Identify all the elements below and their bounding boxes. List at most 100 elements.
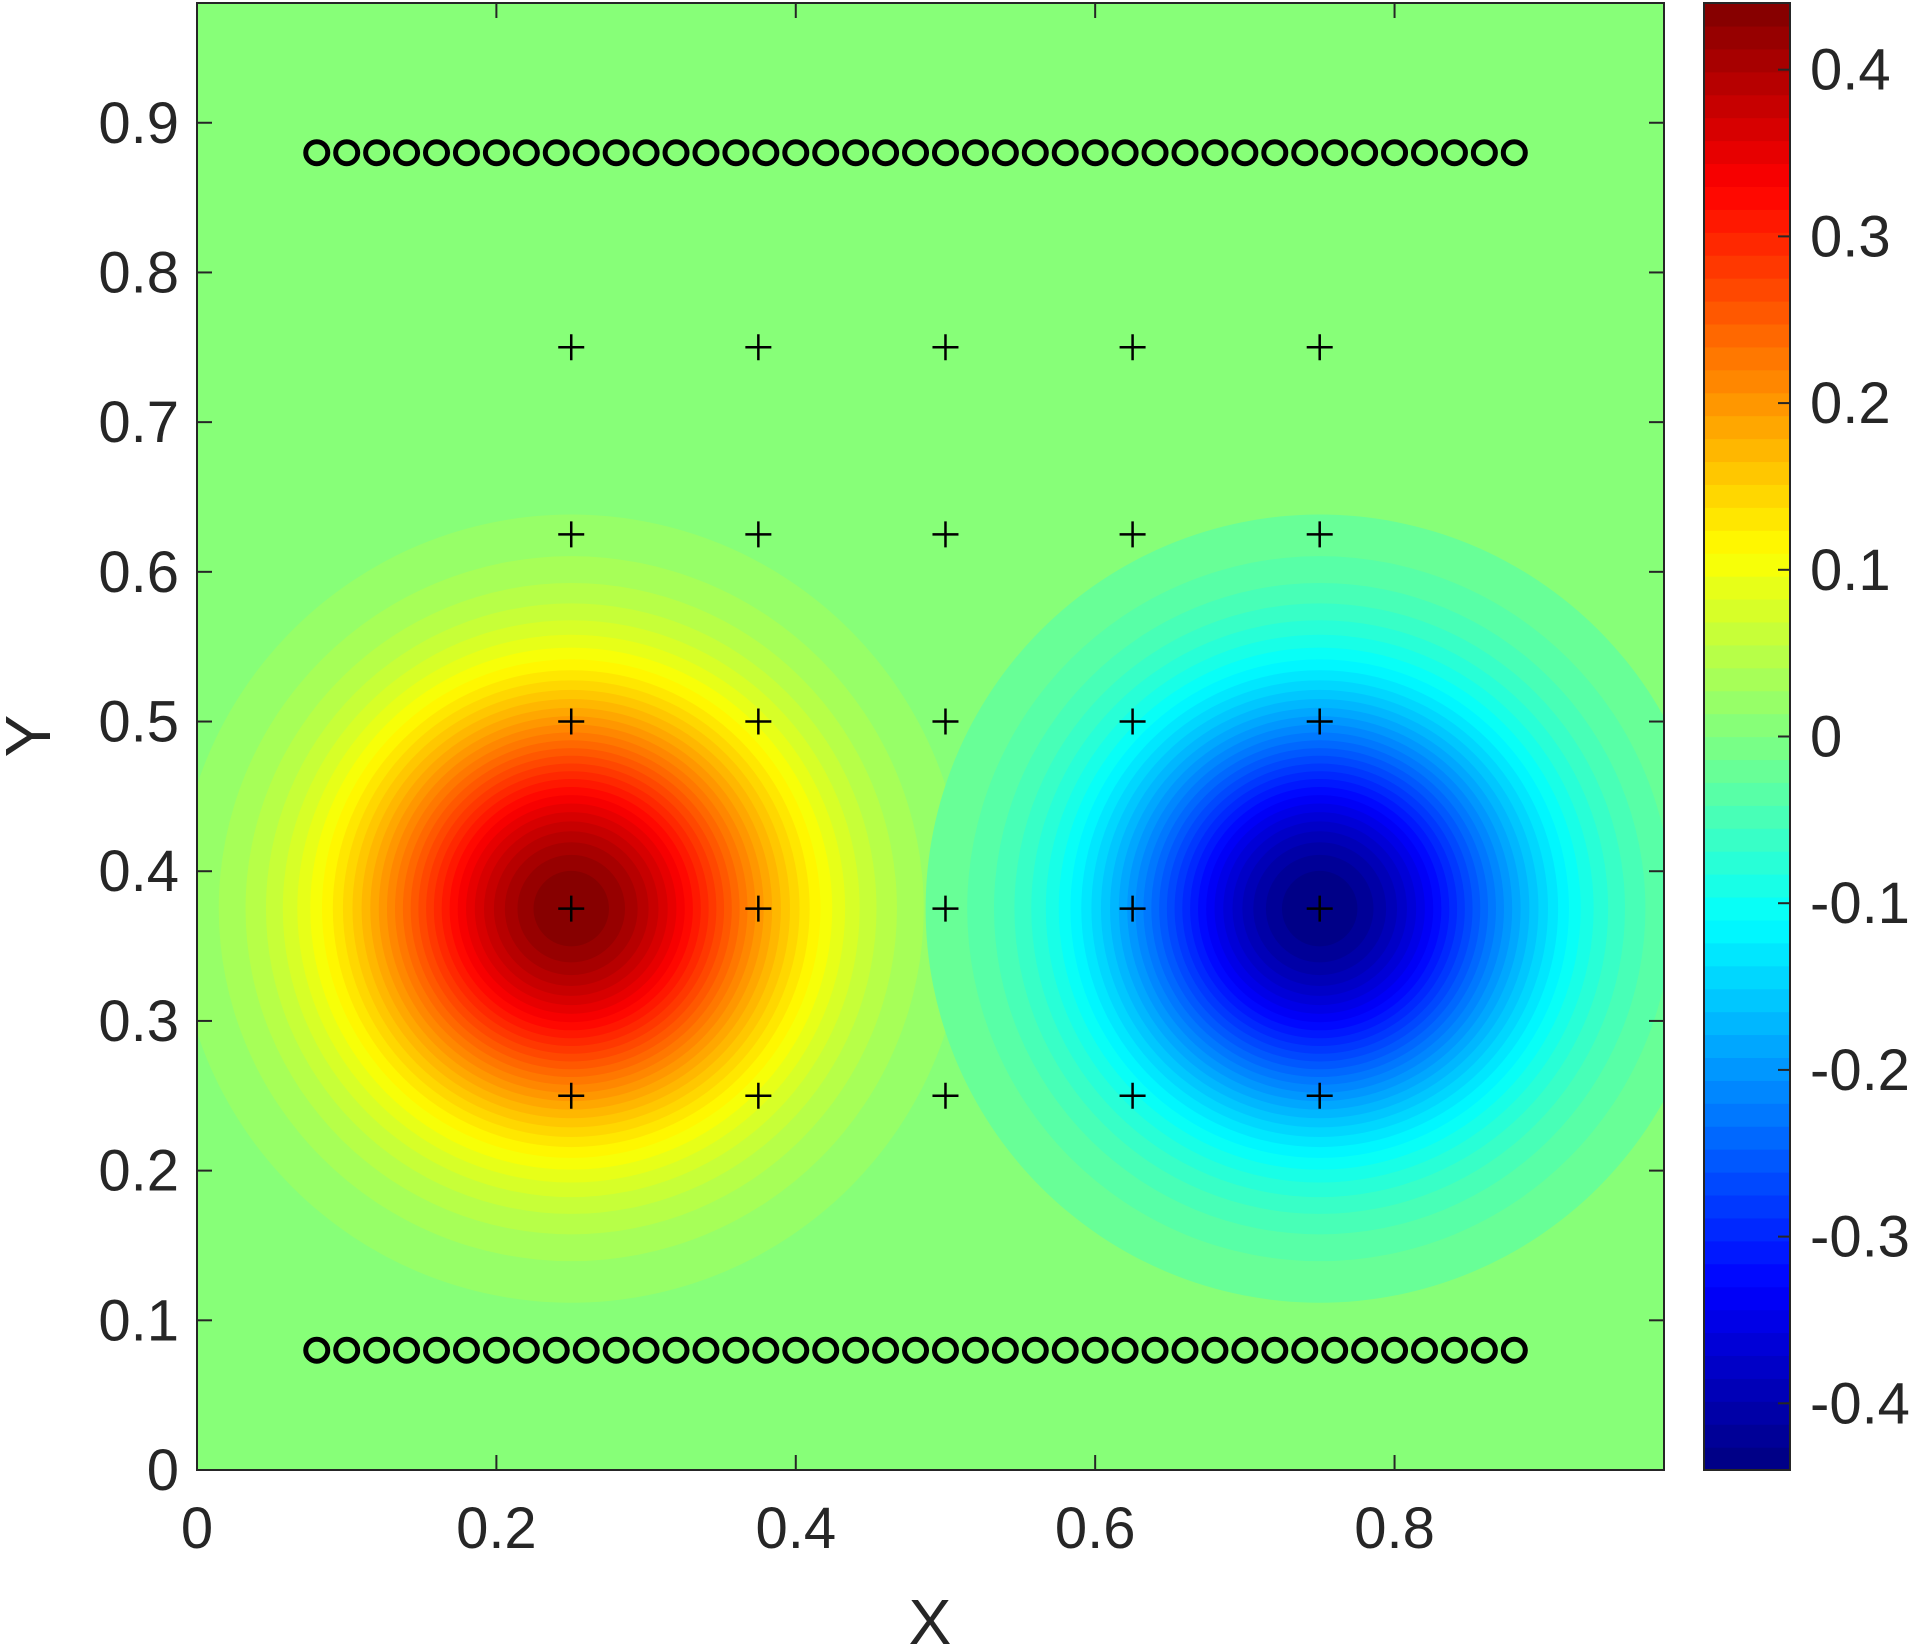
circle-marker — [602, 1336, 630, 1364]
colorbar-swatch — [1704, 530, 1790, 554]
colorbar-swatch — [1704, 644, 1790, 669]
colorbar-swatch — [1704, 94, 1790, 119]
circle-marker — [782, 139, 810, 167]
colorbar-tick-label: -0.4 — [1810, 1371, 1910, 1436]
plus-marker — [1306, 521, 1333, 548]
y-tick-label: 0.3 — [98, 989, 179, 1054]
plus-marker — [745, 1082, 772, 1109]
series-1 — [303, 139, 1528, 167]
circle-marker — [572, 139, 600, 167]
colorbar-swatch — [1704, 415, 1790, 440]
plus-marker — [558, 895, 585, 922]
contour-blob-1 — [197, 514, 966, 1303]
circle-marker — [1111, 1336, 1139, 1364]
circle-marker — [961, 1336, 989, 1364]
circle-marker — [1201, 1336, 1229, 1364]
plus-marker — [932, 521, 959, 548]
y-tick-label: 0 — [147, 1438, 179, 1503]
circle-marker — [512, 139, 540, 167]
circle-marker — [991, 1336, 1019, 1364]
circle-marker — [1500, 139, 1528, 167]
plus-marker — [1119, 708, 1146, 735]
colorbar-swatch — [1704, 323, 1790, 348]
colorbar-swatch — [1704, 1309, 1790, 1334]
colorbar-swatch — [1704, 255, 1790, 279]
circle-marker — [1381, 1336, 1409, 1364]
plus-marker — [932, 895, 959, 922]
x-tick-label: 0.4 — [755, 1496, 836, 1561]
circle-marker — [782, 1336, 810, 1364]
colorbar-swatch — [1704, 782, 1790, 806]
plus-marker — [1119, 895, 1146, 922]
colorbar-swatch — [1704, 48, 1790, 73]
circle-marker — [482, 1336, 510, 1364]
circle-marker — [692, 1336, 720, 1364]
colorbar-swatch — [1704, 507, 1790, 531]
circle-marker — [632, 139, 660, 167]
plus-marker — [745, 895, 772, 922]
colorbar-swatch — [1704, 25, 1790, 50]
x-tick-label: 0.6 — [1055, 1496, 1136, 1561]
marker-layer — [303, 139, 1528, 1364]
circle-marker — [902, 1336, 930, 1364]
circle-marker — [423, 1336, 451, 1364]
y-axis-title: Y — [0, 715, 64, 758]
colorbar-swatch — [1704, 278, 1790, 302]
y-tick-label: 0.4 — [98, 839, 179, 904]
y-tick-label: 0.7 — [98, 390, 179, 455]
colorbar-tick-label: 0 — [1810, 705, 1842, 770]
circle-marker — [1410, 139, 1438, 167]
circle-marker — [1021, 139, 1049, 167]
circle-marker — [931, 1336, 959, 1364]
circle-marker — [692, 139, 720, 167]
plus-marker — [558, 708, 585, 735]
circle-marker — [1051, 1336, 1079, 1364]
circle-marker — [842, 139, 870, 167]
colorbar-tick-label: -0.1 — [1810, 871, 1910, 936]
circle-marker — [1470, 1336, 1498, 1364]
circle-marker — [1291, 1336, 1319, 1364]
circle-marker — [542, 1336, 570, 1364]
circle-marker — [572, 1336, 600, 1364]
colorbar-swatch — [1704, 621, 1790, 646]
colorbar-tick-label: 0.3 — [1810, 204, 1891, 269]
colorbar: -0.4 -0.3 -0.2 -0.1 0 0.1 0.2 0.3 0.4 — [1703, 2, 1910, 1471]
colorbar-swatch — [1704, 71, 1790, 96]
circle-marker — [1231, 1336, 1259, 1364]
x-tick-label: 0.2 — [456, 1496, 537, 1561]
colorbar-tick-label: -0.2 — [1810, 1038, 1910, 1103]
plus-marker — [932, 334, 959, 361]
circle-marker — [872, 1336, 900, 1364]
circle-marker — [1470, 139, 1498, 167]
colorbar-swatch — [1704, 1263, 1790, 1288]
circle-marker — [842, 1336, 870, 1364]
colorbar-swatch — [1704, 1355, 1790, 1379]
circle-marker — [752, 139, 780, 167]
colorbar-swatch — [1704, 896, 1790, 921]
circle-marker — [991, 139, 1019, 167]
colorbar-swatch — [1704, 1034, 1790, 1059]
circle-marker — [1351, 139, 1379, 167]
circle-marker — [512, 1336, 540, 1364]
colorbar-tick-label: 0.2 — [1810, 371, 1891, 436]
colorbar-swatch — [1704, 576, 1790, 600]
colorbar-swatch — [1704, 713, 1790, 738]
plus-marker — [558, 1082, 585, 1109]
colorbar-swatch — [1704, 163, 1790, 187]
colorbar-swatch — [1704, 1217, 1790, 1242]
colorbar-swatch — [1704, 1401, 1790, 1425]
colorbar-swatch — [1704, 1424, 1790, 1448]
circle-marker — [1440, 139, 1468, 167]
circle-marker — [1321, 1336, 1349, 1364]
circle-marker — [1141, 139, 1169, 167]
colorbar-swatch — [1704, 369, 1790, 394]
circle-marker — [1201, 139, 1229, 167]
y-tick-label: 0.2 — [98, 1139, 179, 1204]
circle-marker — [303, 139, 331, 167]
circle-marker — [1111, 139, 1139, 167]
circle-marker — [1021, 1336, 1049, 1364]
colorbar-swatch — [1704, 736, 1790, 761]
plus-marker — [558, 334, 585, 361]
colorbar-swatch — [1704, 1240, 1790, 1265]
